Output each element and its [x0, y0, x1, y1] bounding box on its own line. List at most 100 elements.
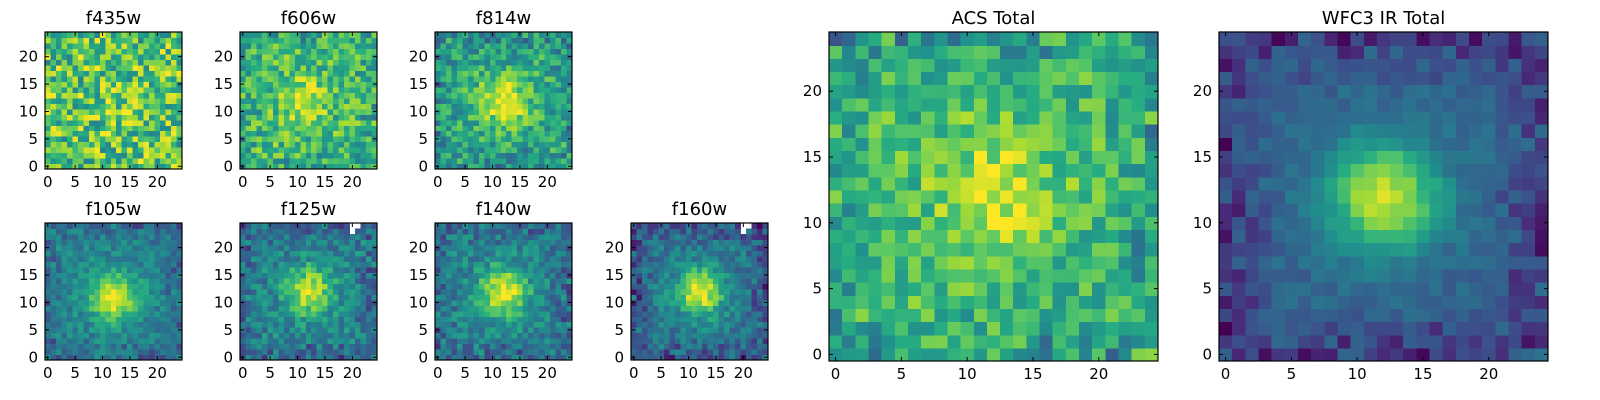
- heatmap-cell: [77, 141, 84, 148]
- heatmap-cell: [344, 239, 351, 246]
- heatmap-cell: [456, 321, 463, 328]
- heatmap-cell: [160, 250, 167, 257]
- heatmap-cell: [94, 141, 101, 148]
- y-tick-label: 0: [28, 348, 38, 366]
- heatmap-cell: [445, 332, 453, 339]
- heatmap-cell: [165, 327, 172, 334]
- heatmap-cell: [473, 288, 480, 295]
- heatmap-cell: [154, 53, 161, 60]
- heatmap-cell: [473, 48, 480, 55]
- heatmap-cell: [327, 125, 334, 132]
- heatmap-cell: [77, 332, 84, 339]
- heatmap-cell: [94, 239, 101, 246]
- heatmap-cell: [855, 229, 870, 244]
- heatmap-cell: [440, 277, 447, 284]
- heatmap-cell: [289, 64, 296, 71]
- heatmap-cell: [245, 223, 252, 230]
- heatmap-cell: [561, 64, 568, 71]
- heatmap-cell: [729, 255, 736, 262]
- heatmap-cell: [99, 294, 106, 301]
- heatmap-cell: [278, 266, 285, 273]
- heatmap-cell: [272, 327, 279, 334]
- heatmap-cell: [1039, 229, 1054, 244]
- heatmap-cell: [327, 163, 334, 170]
- heatmap-cell: [66, 321, 73, 328]
- heatmap-cell: [445, 103, 453, 110]
- heatmap-cell: [746, 277, 753, 284]
- heatmap-cell: [94, 75, 101, 82]
- heatmap-cell: [539, 70, 546, 77]
- heatmap-cell: [267, 294, 274, 301]
- heatmap-cell: [473, 228, 480, 235]
- heatmap-cell: [50, 75, 57, 82]
- heatmap-cell: [456, 53, 463, 60]
- heatmap-cell: [154, 310, 161, 317]
- heatmap-cell: [338, 163, 345, 170]
- heatmap-cell: [489, 141, 496, 148]
- heatmap-cell: [718, 321, 725, 328]
- heatmap-cell: [327, 228, 334, 235]
- heatmap-cell: [110, 108, 117, 115]
- heatmap-cell: [322, 119, 329, 126]
- heatmap-cell: [500, 75, 507, 82]
- heatmap-cell: [696, 310, 703, 317]
- heatmap-cell: [94, 332, 101, 339]
- heatmap-cell: [278, 81, 285, 88]
- heatmap-cell: [1039, 189, 1054, 204]
- heatmap-cell: [522, 277, 529, 284]
- heatmap-cell: [149, 130, 156, 137]
- heatmap-cell: [105, 32, 112, 39]
- heatmap-cell: [127, 228, 134, 235]
- heatmap-cell: [528, 223, 535, 230]
- heatmap-cell: [250, 70, 258, 77]
- heatmap-cell: [533, 158, 540, 165]
- heatmap-cell: [751, 261, 758, 268]
- heatmap-cell: [907, 176, 922, 191]
- heatmap-cell: [647, 343, 654, 350]
- heatmap-cell: [921, 308, 935, 323]
- heatmap-cell: [462, 152, 469, 159]
- heatmap-cell: [636, 233, 643, 241]
- heatmap-cell: [316, 233, 323, 241]
- heatmap-cell: [440, 119, 447, 126]
- heatmap-cell: [311, 86, 318, 93]
- heatmap-cell: [533, 103, 540, 110]
- heatmap-cell: [462, 114, 469, 121]
- heatmap-cell: [311, 152, 318, 159]
- heatmap-cell: [77, 97, 84, 104]
- heatmap-cell: [110, 103, 117, 110]
- heatmap-cell: [680, 349, 687, 356]
- heatmap-cell: [333, 81, 340, 88]
- heatmap-cell: [61, 119, 68, 126]
- heatmap-cell: [539, 261, 546, 268]
- heatmap-cell: [506, 255, 513, 262]
- heatmap-cell: [327, 152, 334, 159]
- heatmap-cell: [371, 277, 378, 284]
- heatmap-cell: [50, 233, 57, 241]
- heatmap-cell: [757, 272, 764, 279]
- heatmap-cell: [366, 316, 373, 323]
- heatmap-cell: [511, 327, 518, 334]
- heatmap-cell: [506, 42, 513, 50]
- heatmap-cell: [50, 86, 57, 93]
- heatmap-cell: [555, 147, 562, 154]
- heatmap-cell: [566, 310, 573, 317]
- heatmap-cell: [746, 332, 753, 339]
- heatmap-cell: [267, 244, 274, 251]
- heatmap-cell: [685, 250, 692, 257]
- heatmap-cell: [283, 53, 290, 60]
- heatmap-cell: [500, 92, 507, 99]
- heatmap-cell: [566, 141, 573, 148]
- heatmap-cell: [360, 288, 367, 295]
- heatmap-cell: [72, 272, 79, 279]
- heatmap-cell: [88, 288, 95, 295]
- heatmap-cell: [724, 228, 731, 235]
- heatmap-cell: [333, 48, 340, 55]
- heatmap-cell: [555, 255, 562, 262]
- heatmap-cell: [61, 294, 68, 301]
- heatmap-cell: [445, 327, 453, 334]
- heatmap-cell: [663, 283, 670, 290]
- heatmap-cell: [702, 288, 709, 295]
- heatmap-cell: [842, 150, 856, 165]
- heatmap-cell: [539, 305, 546, 312]
